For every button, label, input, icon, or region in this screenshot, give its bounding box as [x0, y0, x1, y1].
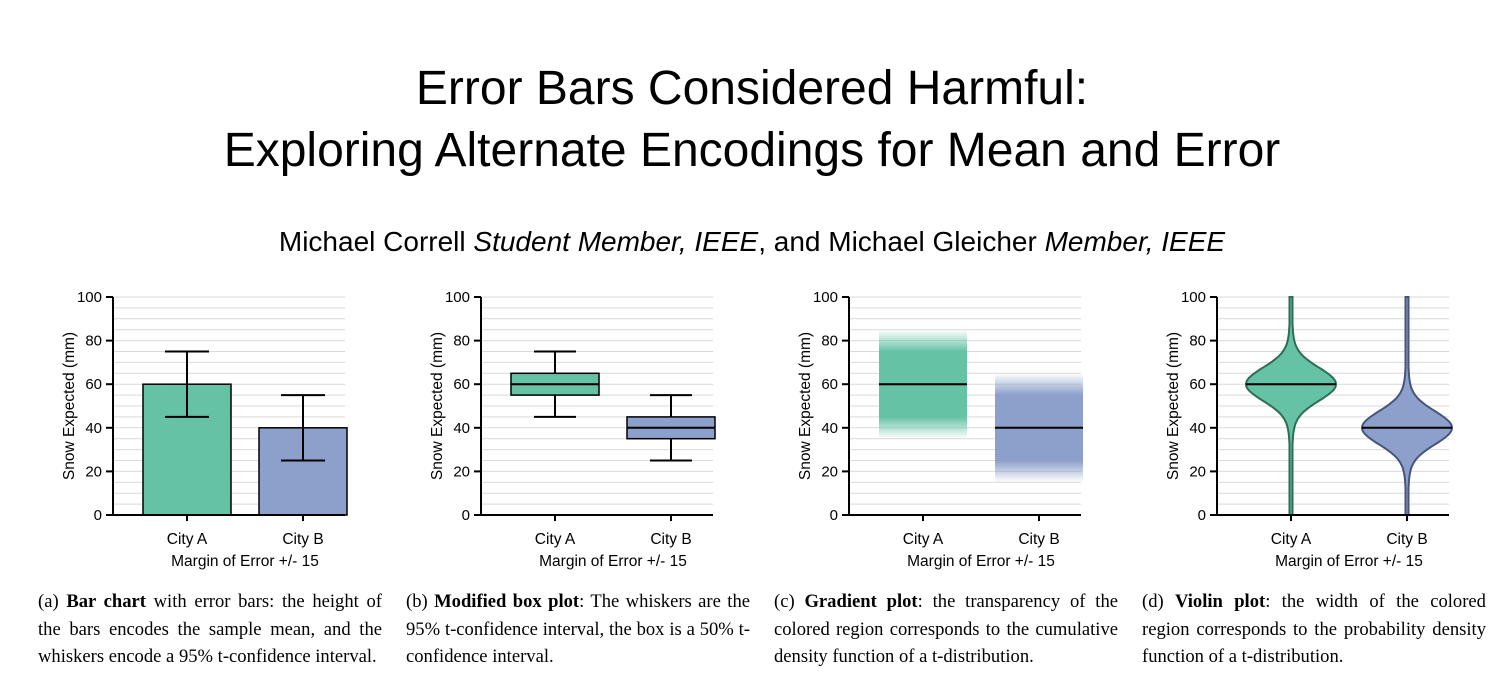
- y-tick-label: 80: [453, 333, 470, 350]
- author-separator: , and: [758, 226, 829, 257]
- caption-term: Bar chart: [66, 591, 146, 612]
- violin-plot-chart: 0 20 40 60 80 100 City A City B Margin of Error …: [1165, 289, 1454, 570]
- caption-label: (a): [38, 591, 67, 612]
- figure-panel-b: 0 20 40 60 80 100 City A City B Margin of Error …: [408, 283, 748, 583]
- y-tick-label: 40: [85, 420, 102, 437]
- x-tick-label: City A: [167, 531, 208, 548]
- x-tick-label: City B: [650, 531, 691, 548]
- y-tick-label: 100: [813, 289, 838, 306]
- y-tick-label: 80: [1189, 333, 1206, 350]
- y-tick-label: 20: [85, 463, 102, 480]
- y-tick-label: 100: [1181, 289, 1206, 306]
- x-tick-label: City A: [903, 531, 944, 548]
- caption-text: : the transparency of the colored region…: [774, 591, 1118, 667]
- caption-term: Gradient plot: [804, 591, 918, 612]
- x-axis-label: Margin of Error +/- 15: [539, 553, 687, 570]
- y-tick-label: 100: [77, 289, 102, 306]
- caption-label: (c): [774, 591, 805, 612]
- y-tick-label: 20: [1189, 463, 1206, 480]
- y-tick-label: 0: [1198, 507, 1206, 524]
- x-tick-label: City B: [1018, 531, 1059, 548]
- caption-text: : The whiskers are the 95% t-confidence …: [406, 591, 750, 667]
- x-tick-label: City A: [535, 531, 576, 548]
- box-plot-chart: 0 20 40 60 80 100 City A City B Margin of Error …: [429, 289, 716, 570]
- x-tick-label: City A: [1271, 531, 1312, 548]
- y-tick-label: 0: [462, 507, 470, 524]
- figure-panel-d: 0 20 40 60 80 100 City A City B Margin of Error …: [1144, 283, 1484, 583]
- author-2-name: Michael Gleicher: [828, 226, 1037, 257]
- bar-chart: 0 20 40 60 80 100 City A City B Margin of Error …: [61, 289, 348, 570]
- y-tick-label: 20: [821, 463, 838, 480]
- caption-a: (a) Bar chart with error bars: the heigh…: [38, 588, 382, 671]
- y-tick-label: 20: [453, 463, 470, 480]
- x-axis-label: Margin of Error +/- 15: [907, 553, 1055, 570]
- caption-text: with error bars: the height of the bars …: [38, 591, 382, 667]
- figure-panel-a: 0 20 40 60 80 100 City A City B Margin of Error …: [40, 283, 380, 583]
- y-tick-label: 0: [94, 507, 102, 524]
- caption-term: Violin plot: [1175, 591, 1266, 612]
- caption-c: (c) Gradient plot: the transparency of t…: [774, 588, 1118, 671]
- x-axis-label: Margin of Error +/- 15: [1275, 553, 1423, 570]
- y-tick-label: 80: [85, 333, 102, 350]
- y-tick-label: 0: [830, 507, 838, 524]
- author-line: Michael Correll Student Member, IEEE, an…: [0, 226, 1504, 258]
- caption-label: (b): [406, 591, 435, 612]
- caption-b: (b) Modified box plot: The whiskers are …: [406, 588, 750, 671]
- y-axis-label: Snow Expected (mm): [429, 332, 446, 480]
- caption-term: Modified box plot: [434, 591, 580, 612]
- caption-d: (d) Violin plot: the width of the colore…: [1142, 588, 1486, 671]
- y-tick-label: 40: [1189, 420, 1206, 437]
- title-line-2: Exploring Alternate Encodings for Mean a…: [223, 124, 1281, 177]
- y-tick-label: 60: [821, 376, 838, 393]
- figure-panel-c: 0 20 40 60 80 100 City A City B Margin of Error …: [776, 283, 1116, 583]
- y-tick-label: 40: [821, 420, 838, 437]
- y-axis-label: Snow Expected (mm): [1165, 332, 1182, 480]
- title-line-1: Error Bars Considered Harmful:: [415, 62, 1089, 115]
- paper-title: Error Bars Considered Harmful: Exploring…: [0, 58, 1504, 182]
- y-axis-label: Snow Expected (mm): [797, 332, 814, 480]
- y-tick-label: 40: [453, 420, 470, 437]
- x-tick-label: City B: [282, 531, 323, 548]
- caption-label: (d): [1142, 591, 1175, 612]
- author-1-name: Michael Correll: [278, 226, 466, 257]
- gradient-plot-chart: 0 20 40 60 80 100 City A City B Margin of Error …: [797, 289, 1083, 570]
- y-tick-label: 80: [821, 333, 838, 350]
- x-axis-label: Margin of Error +/- 15: [171, 553, 319, 570]
- y-tick-label: 60: [453, 376, 470, 393]
- author-1-role: Student Member, IEEE: [473, 226, 759, 257]
- caption-text: : the width of the colored region corres…: [1142, 591, 1486, 667]
- y-tick-label: 60: [1189, 376, 1206, 393]
- author-2-role: Member, IEEE: [1044, 226, 1226, 257]
- y-axis-label: Snow Expected (mm): [61, 332, 78, 480]
- x-tick-label: City B: [1386, 531, 1427, 548]
- y-tick-label: 60: [85, 376, 102, 393]
- y-tick-label: 100: [445, 289, 470, 306]
